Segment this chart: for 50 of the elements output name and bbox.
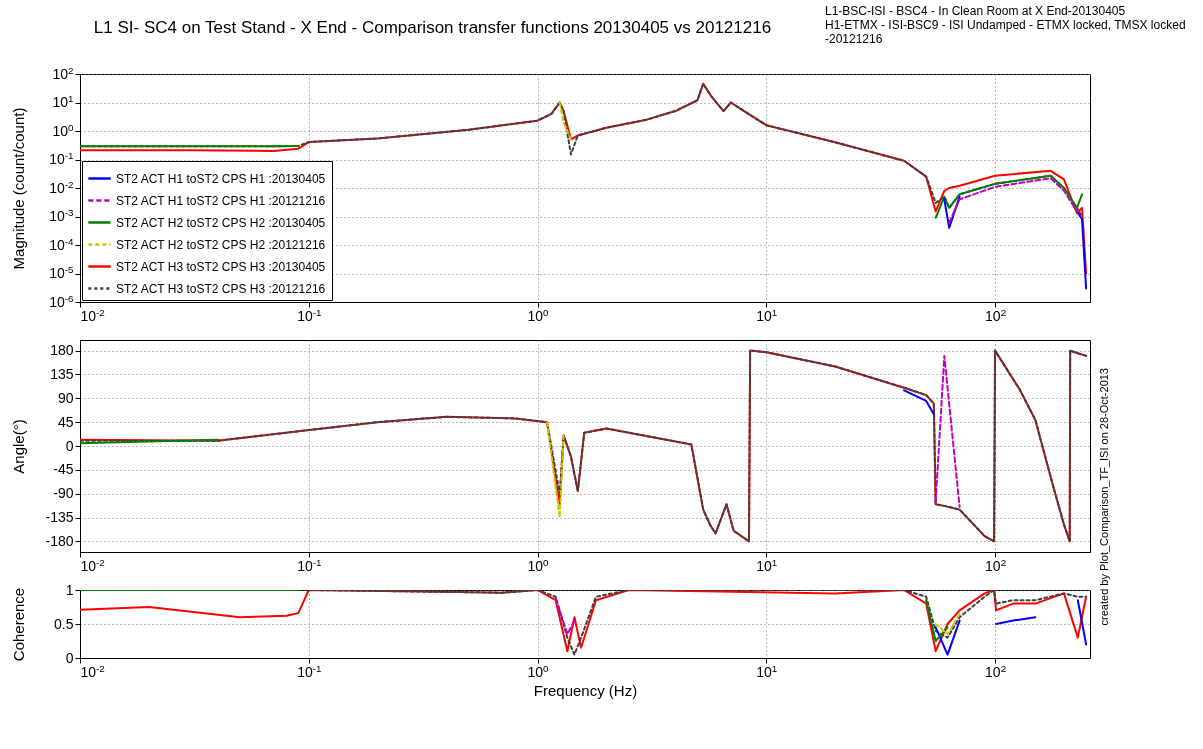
x-tick-label: 10$^{0}$ [527,662,550,680]
y-axis-title: Coherence [9,587,27,662]
y-tick-label: 0 [65,649,74,666]
x-tick-label: 10$^{1}$ [756,662,778,680]
y-tick-label: 10$^{-5}$ [49,263,75,281]
y-tick-label: 10$^{2}$ [52,64,74,82]
legend-label: ST2 ACT H1 toST2 CPS H1 :20130405 [116,171,326,186]
y-tick-label: 0 [65,437,74,454]
x-tick-label: 10$^{2}$ [985,306,1007,324]
x-tick-label: 10$^{2}$ [985,662,1007,680]
text: H1-ETMX - ISI-BSC9 - ISI Undamped - ETMX locked, TMSX locked -20121216 [825,18,1187,46]
y-tick-label: 10$^{-3}$ [49,206,75,224]
y-tick-label: -45 [53,461,74,478]
y-tick-label: -180 [45,532,74,549]
x-tick-label: 10$^{-2}$ [80,556,105,574]
legend-label: ST2 ACT H2 toST2 CPS H2 :20130405 [116,215,326,230]
x-tick-label: 10$^{1}$ [756,556,778,574]
y-tick-label: 10$^{-4}$ [49,235,75,253]
x-tick-label: 10$^{-2}$ [80,306,105,324]
y-tick-label: -135 [45,509,74,526]
y-axis-title: Magnitude (count/count) [9,107,27,270]
legend-label: ST2 ACT H3 toST2 CPS H3 :20121216 [116,281,326,296]
y-tick-label: 10$^{-1}$ [49,149,74,167]
legend-label: ST2 ACT H3 toST2 CPS H3 :20130405 [116,259,326,274]
x-axis-title: Frequency (Hz) [533,681,638,699]
text: created by Plot_Comparison_TF_ISI on 28-Oct-2013 [1098,368,1110,626]
text: L1-BSC-ISI - BSC4 - In Clean Room at X End-20130405 [825,4,1127,18]
y-tick-label: 1 [65,581,74,598]
y-axis-title: Angle(°) [9,419,27,474]
y-tick-label: 10$^{-2}$ [49,178,74,196]
legend-label: ST2 ACT H1 toST2 CPS H1 :20121216 [116,193,326,208]
y-tick-label: 45 [57,413,74,430]
x-tick-label: 10$^{-1}$ [297,556,322,574]
x-tick-label: 10$^{-1}$ [297,662,322,680]
y-tick-label: 10$^{-6}$ [49,292,75,310]
y-tick-label: 0.5 [54,615,74,632]
x-tick-label: 10$^{-1}$ [297,306,322,324]
x-tick-label: 10$^{0}$ [527,556,550,574]
x-tick-label: 10$^{2}$ [985,556,1007,574]
y-tick-label: 10$^{1}$ [52,92,74,110]
y-tick-label: -90 [53,485,74,502]
y-tick-label: 90 [57,389,74,406]
x-tick-label: 10$^{1}$ [756,306,778,324]
x-tick-label: 10$^{0}$ [527,306,550,324]
legend-label: ST2 ACT H2 toST2 CPS H2 :20121216 [116,237,326,252]
x-tick-label: 10$^{-2}$ [80,662,105,680]
y-tick-label: 180 [50,342,74,359]
chart-title: L1 SI- SC4 on Test Stand - X End - Comparison transfer functions 20130405 vs 20121216 [92,17,773,38]
y-tick-label: 135 [50,365,74,382]
y-tick-label: 10$^{0}$ [52,121,75,139]
